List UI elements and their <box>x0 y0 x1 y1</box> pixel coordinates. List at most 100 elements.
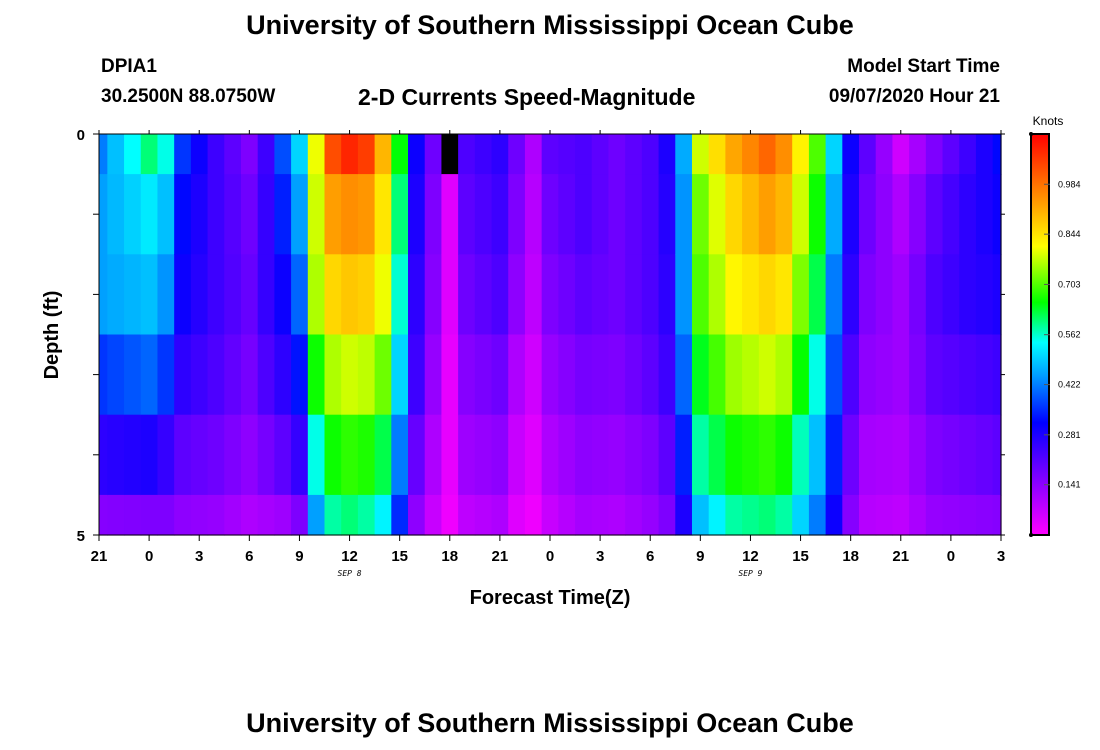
heatmap-cell <box>892 334 910 416</box>
heatmap-cell <box>491 174 509 255</box>
colorbar-tick-label: 0.984 <box>1058 179 1081 189</box>
station-coordinates: 30.2500N 88.0750W <box>101 86 276 107</box>
heatmap-cell <box>291 134 309 175</box>
heatmap-cell <box>458 254 476 336</box>
heatmap-cell <box>575 334 593 416</box>
heatmap-cell <box>825 134 843 175</box>
heatmap-cell <box>825 174 843 255</box>
heatmap-cell <box>257 254 275 336</box>
heatmap-cell <box>357 414 376 496</box>
heatmap-cell <box>424 334 443 416</box>
x-tick-label: 3 <box>195 548 203 565</box>
heatmap-cell <box>775 254 793 336</box>
heatmap-cell <box>374 334 392 416</box>
heatmap-cell <box>575 254 593 336</box>
heatmap-cell <box>641 174 660 255</box>
heatmap-cell <box>675 334 693 416</box>
x-tick-label: 9 <box>295 548 303 565</box>
heatmap-cell <box>575 174 593 255</box>
heatmap-cell <box>758 494 777 536</box>
heatmap-cell <box>224 494 242 536</box>
page-title: University of Southern Mississippi Ocean… <box>246 10 854 40</box>
heatmap-cell <box>608 174 626 255</box>
heatmap-cell <box>842 414 860 496</box>
heatmap-cell <box>708 134 726 175</box>
y-tick-label: 0 <box>77 127 85 144</box>
x-tick-label: 3 <box>596 548 604 565</box>
heatmap-cell <box>324 254 342 336</box>
heatmap-cell <box>575 494 593 536</box>
heatmap-cell <box>608 494 626 536</box>
heatmap-cell <box>474 414 493 496</box>
heatmap-cell <box>524 254 543 336</box>
heatmap-cell <box>975 134 994 175</box>
heatmap-cell <box>124 494 142 536</box>
heatmap-cell <box>424 494 443 536</box>
heatmap-cell <box>808 254 827 336</box>
colorbar: Knots 0.141 0.281 0.422 0.562 0.703 0.844 0.98… <box>1029 114 1081 537</box>
heatmap-cell <box>875 134 894 175</box>
heatmap-cell <box>341 334 359 416</box>
heatmap-cell <box>190 334 209 416</box>
heatmap-cell <box>892 254 910 336</box>
heatmap-cell <box>491 414 509 496</box>
x-tick-label: 15 <box>792 548 809 565</box>
heatmap-cell <box>892 494 910 536</box>
heatmap-cell <box>474 334 493 416</box>
heatmap-cell <box>742 134 760 175</box>
heatmap-cell <box>942 414 960 496</box>
heatmap-cell <box>99 494 108 536</box>
heatmap-cell <box>508 254 526 336</box>
heatmap-cell <box>324 134 342 175</box>
heatmap-cell <box>792 334 810 416</box>
heatmap-cell <box>641 494 660 536</box>
heatmap-cell <box>140 494 159 536</box>
heatmap-cell <box>892 134 910 175</box>
heatmap-cell <box>524 494 543 536</box>
heatmap-cell <box>107 334 125 416</box>
heatmap-cell <box>725 254 743 336</box>
heatmap-cell <box>307 254 326 336</box>
x-tick-label: 0 <box>145 548 153 565</box>
heatmap-cell <box>441 134 459 175</box>
heatmap-cell <box>892 414 910 496</box>
heatmap-cell <box>291 174 309 255</box>
heatmap-cell <box>608 334 626 416</box>
heatmap-cell <box>391 414 409 496</box>
heatmap-cell <box>174 174 192 255</box>
heatmap-cell <box>458 414 476 496</box>
heatmap-cell <box>408 414 426 496</box>
heatmap-cell <box>224 134 242 175</box>
station-id: DPIA1 <box>101 56 157 77</box>
heatmap-cell <box>274 334 292 416</box>
x-axis: 21 0 3 6 9 12 15 18 21 0 3 6 9 12 15 18 21 0 3 SEP 8 SEP 9 <box>91 130 1005 578</box>
heatmap-cell <box>224 174 242 255</box>
heatmap-cell <box>842 254 860 336</box>
heatmap-cell <box>825 494 843 536</box>
heatmap-cell <box>391 494 409 536</box>
heatmap-cell <box>324 174 342 255</box>
heatmap-cell <box>341 174 359 255</box>
heatmap-cell <box>859 134 877 175</box>
heatmap-cell <box>742 254 760 336</box>
heatmap-cell <box>357 254 376 336</box>
heatmap-cell <box>992 174 1002 255</box>
heatmap-cell <box>975 414 994 496</box>
heatmap-cell <box>107 174 125 255</box>
heatmap-cell <box>324 414 342 496</box>
heatmap-cell <box>541 334 559 416</box>
heatmap-cell <box>357 334 376 416</box>
heatmap-cell <box>174 494 192 536</box>
heatmap-cell <box>975 254 994 336</box>
heatmap-cell <box>775 174 793 255</box>
heatmap-cell <box>691 334 710 416</box>
heatmap-cell <box>658 254 676 336</box>
heatmap-cell <box>608 254 626 336</box>
heatmap-cell <box>558 334 576 416</box>
heatmap-cell <box>441 414 459 496</box>
heatmap-cell <box>391 254 409 336</box>
heatmap-cell <box>725 134 743 175</box>
heatmap-cell <box>157 494 175 536</box>
heatmap-cell <box>174 414 192 496</box>
heatmap-cell <box>909 174 927 255</box>
